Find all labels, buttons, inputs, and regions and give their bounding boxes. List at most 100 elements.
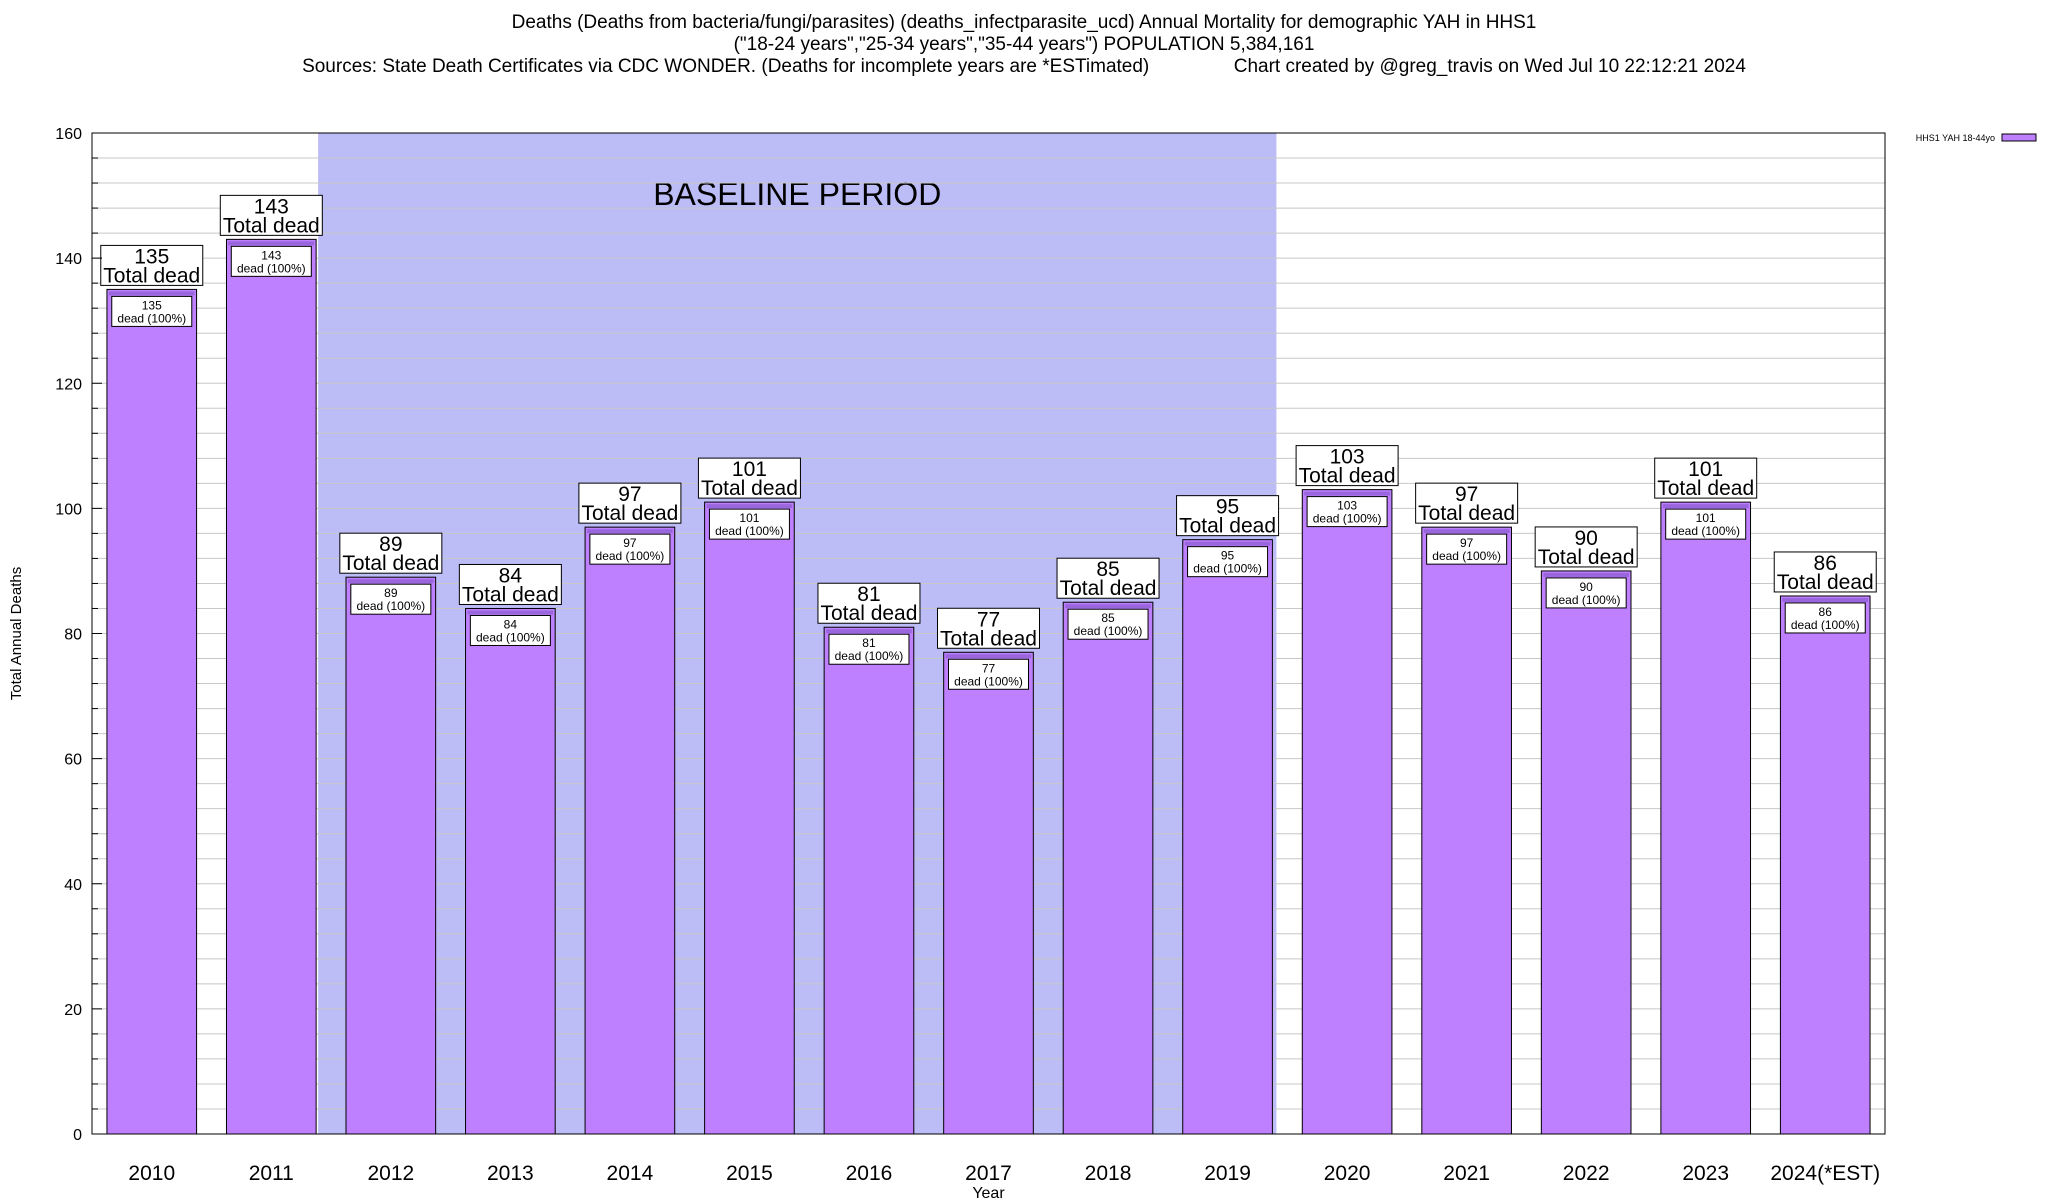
bar — [823, 626, 915, 1135]
bar-inner-value: 85 — [1101, 611, 1115, 625]
bar-top-band — [228, 241, 315, 246]
bar-total-label: Total dead — [701, 477, 798, 500]
bar-top-band — [826, 629, 912, 634]
bar-total-label-box — [458, 563, 562, 605]
bar-total-value: 97 — [1455, 483, 1478, 506]
bar-inner-label: dead (100%) — [1074, 624, 1143, 638]
bar-total-label-box — [100, 244, 204, 286]
bar-inner-label: dead (100%) — [237, 261, 306, 275]
bar-top-band — [1782, 597, 1869, 602]
bar-total-value: 89 — [379, 533, 402, 556]
x-tick-label: 2024(*EST) — [1770, 1162, 1880, 1185]
y-axis-title: Total Annual Deaths — [8, 567, 25, 700]
bar-inner-label: dead (100%) — [1671, 524, 1740, 538]
bar — [1062, 601, 1154, 1135]
bar-top-band — [1662, 504, 1749, 509]
x-tick-label: 2013 — [487, 1162, 534, 1185]
bar-inner-label: dead (100%) — [596, 549, 665, 563]
bar-inner-value: 81 — [862, 636, 876, 650]
bar-inner-value: 97 — [623, 536, 637, 550]
x-tick-label: 2020 — [1324, 1162, 1371, 1185]
title-line-1: Deaths (Deaths from bacteria/fungi/paras… — [511, 12, 1537, 33]
bar-total-value: 101 — [1688, 458, 1723, 481]
bar-inner-label: dead (100%) — [1552, 593, 1621, 607]
bar — [1421, 526, 1512, 1135]
bar-inner-label-box — [111, 295, 193, 327]
bar-inner-label: dead (100%) — [1432, 549, 1501, 563]
bar-top-band — [945, 654, 1032, 659]
bar-inner-label-box — [230, 245, 312, 277]
bar-inner-label: dead (100%) — [117, 311, 186, 325]
bar-inner-value: 89 — [384, 586, 398, 600]
bar-inner-value: 101 — [739, 511, 759, 525]
x-tick-label: 2023 — [1682, 1162, 1729, 1185]
x-axis-title: Year — [972, 1185, 1005, 1200]
bar-total-label: Total dead — [821, 602, 918, 625]
bar-total-label-box — [1773, 551, 1877, 593]
bar — [106, 288, 198, 1135]
bar-total-value: 135 — [134, 245, 169, 268]
y-tick-label: 100 — [55, 501, 82, 518]
bar — [1182, 539, 1273, 1135]
x-tick-label: 2018 — [1085, 1162, 1132, 1185]
bar-total-label-box — [817, 582, 921, 624]
x-tick-label: 2014 — [607, 1162, 654, 1185]
title-line-2: ("18-24 years","25-34 years","35-44 year… — [733, 34, 1315, 55]
y-tick-label: 160 — [55, 126, 82, 143]
bar-inner-value: 84 — [504, 617, 518, 631]
legend: HHS1 YAH 18-44yo — [1916, 133, 2037, 143]
x-tick-label: 2021 — [1443, 1162, 1490, 1185]
bar-inner-value: 135 — [142, 298, 162, 312]
bar-total-value: 81 — [857, 583, 880, 606]
bar — [1301, 489, 1393, 1135]
bar-inner-label-box — [1426, 533, 1508, 565]
bar-total-label-box — [1534, 526, 1638, 568]
x-tick-label: 2011 — [249, 1162, 294, 1185]
y-tick-label: 0 — [73, 1127, 82, 1144]
bar-total-label-box — [578, 482, 682, 524]
bar-inner-label-box — [350, 583, 432, 615]
bar-total-label: Total dead — [1418, 502, 1515, 525]
bar — [704, 501, 795, 1135]
bar-top-band — [1184, 541, 1271, 546]
legend-swatch — [2001, 133, 2037, 142]
bar-total-value: 101 — [732, 458, 767, 481]
bar-inner-label: dead (100%) — [835, 649, 904, 663]
bar-total-label-box — [937, 607, 1040, 649]
bar-inner-value: 77 — [982, 661, 996, 675]
bar-total-value: 77 — [977, 608, 1000, 631]
bar-total-value: 103 — [1330, 446, 1365, 469]
bar-top-band — [1543, 572, 1629, 577]
bar-top-band — [1304, 491, 1390, 496]
bar-total-value: 90 — [1574, 527, 1597, 550]
bar-top-band — [1423, 529, 1510, 534]
x-tick-label: 2019 — [1204, 1162, 1251, 1185]
bar-inner-label-box — [1187, 546, 1269, 578]
x-tick-label: 2010 — [128, 1162, 175, 1185]
y-tick-label: 20 — [64, 1002, 82, 1019]
bar-total-label-box — [1056, 557, 1160, 599]
bar-total-label-box — [1415, 482, 1519, 524]
bar-top-band — [108, 291, 195, 296]
bar-inner-value: 143 — [261, 248, 281, 262]
bar-inner-value: 95 — [1221, 549, 1235, 563]
y-tick-label: 120 — [55, 376, 82, 393]
bar — [345, 576, 437, 1135]
bar-total-label: Total dead — [1299, 465, 1396, 488]
bar-inner-label: dead (100%) — [954, 674, 1023, 688]
bar-total-label-box — [1176, 495, 1280, 537]
x-tick-label: 2022 — [1563, 1162, 1610, 1185]
plot-frame — [91, 132, 1886, 1135]
bar-total-label: Total dead — [103, 264, 200, 287]
bar-inner-label: dead (100%) — [356, 599, 425, 613]
bar-total-label: Total dead — [581, 502, 678, 525]
bar-inner-value: 86 — [1819, 605, 1833, 619]
bar-total-label-box — [697, 457, 801, 499]
bar-inner-value: 103 — [1337, 499, 1357, 513]
bar-inner-value: 97 — [1460, 536, 1474, 550]
bar-inner-label: dead (100%) — [1313, 512, 1382, 526]
x-tick-label: 2015 — [726, 1162, 773, 1185]
bar-total-label: Total dead — [940, 627, 1037, 650]
bar-inner-label-box — [469, 614, 551, 646]
